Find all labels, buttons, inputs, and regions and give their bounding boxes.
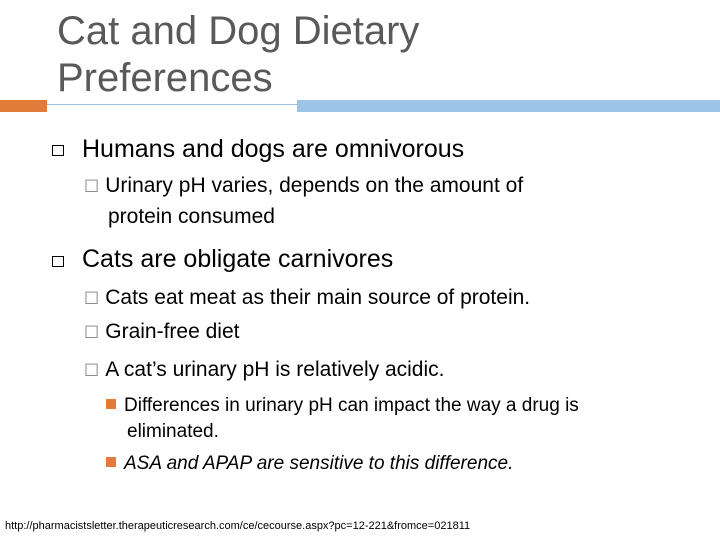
sub-bullet-cats-eat-meat: ☐ Cats eat meat as their main source of p…	[84, 284, 530, 313]
detail-asa-apap: ASA and APAP are sensitive to this diffe…	[106, 452, 513, 476]
bullet-box-icon	[52, 145, 64, 156]
title-rule-left-accent	[0, 100, 47, 112]
sub-bullet-urinary-ph: ☐ Urinary pH varies, depends on the amoun…	[84, 172, 523, 201]
title-line-2: Preferences	[57, 56, 273, 100]
sub-bullet-icon: ☐	[84, 289, 100, 309]
title-rule-line	[47, 104, 297, 105]
sub-bullet-icon: ☐	[84, 177, 100, 197]
detail-differences-cont: eliminated.	[127, 421, 219, 442]
detail-differences: Differences in urinary pH can impact the…	[106, 394, 579, 418]
sub-bullet-text: A cat’s urinary pH is relatively acidic.	[105, 358, 445, 381]
bullet-box-icon	[52, 256, 64, 267]
detail-text: Differences in urinary pH can impact the…	[124, 395, 579, 416]
square-bullet-icon	[106, 457, 116, 467]
sub-bullet-icon: ☐	[84, 323, 100, 343]
source-url: http://pharmacistsletter.therapeuticrese…	[5, 520, 471, 532]
bullet-humans-dogs: Humans and dogs are omnivorous	[82, 135, 465, 163]
sub-bullet-text: Cats eat meat as their main source of pr…	[105, 286, 531, 309]
title-rule-right-accent	[297, 100, 720, 112]
title-line-1: Cat and Dog Dietary	[57, 9, 420, 53]
detail-text: ASA and APAP are sensitive to this diffe…	[124, 453, 514, 474]
sub-bullet-urinary-ph-cont: protein consumed	[108, 205, 275, 228]
slide-title: Cat and Dog Dietary Preferences	[57, 8, 657, 102]
square-bullet-icon	[106, 399, 116, 409]
sub-bullet-acidic: ☐ A cat’s urinary pH is relatively acidic…	[84, 356, 445, 385]
sub-bullet-text: Grain-free diet	[105, 320, 240, 343]
sub-bullet-grain-free: ☐ Grain-free diet	[84, 318, 239, 347]
sub-bullet-text: Urinary pH varies, depends on the amount…	[105, 174, 524, 197]
sub-bullet-icon: ☐	[84, 361, 100, 381]
bullet-cats-carnivores: Cats are obligate carnivores	[82, 245, 394, 273]
